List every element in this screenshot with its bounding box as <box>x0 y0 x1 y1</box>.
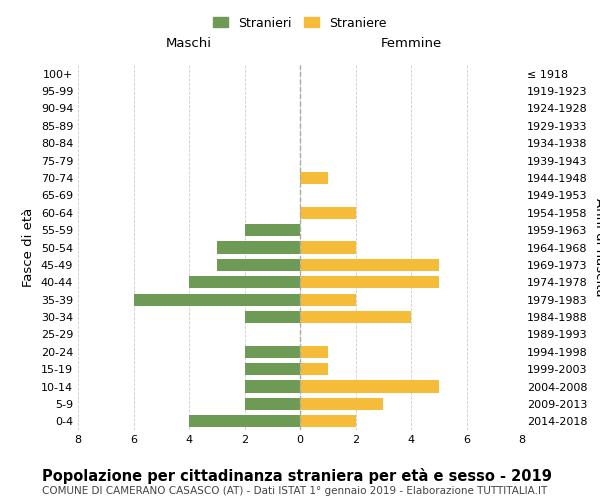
Bar <box>300 259 439 271</box>
Bar <box>300 346 328 358</box>
Bar <box>245 224 300 236</box>
Bar <box>189 415 300 428</box>
Bar <box>217 259 300 271</box>
Bar <box>245 380 300 392</box>
Bar <box>245 311 300 323</box>
Bar <box>300 398 383 410</box>
Y-axis label: Fasce di età: Fasce di età <box>22 208 35 287</box>
Bar <box>300 363 328 375</box>
Bar <box>133 294 300 306</box>
Bar <box>300 380 439 392</box>
Bar <box>300 276 439 288</box>
Text: Femmine: Femmine <box>380 38 442 51</box>
Bar <box>217 242 300 254</box>
Text: Maschi: Maschi <box>166 38 212 51</box>
Bar <box>245 346 300 358</box>
Bar <box>300 206 355 219</box>
Y-axis label: Anni di nascita: Anni di nascita <box>593 198 600 297</box>
Bar <box>189 276 300 288</box>
Text: Popolazione per cittadinanza straniera per età e sesso - 2019: Popolazione per cittadinanza straniera p… <box>42 468 552 483</box>
Bar <box>245 363 300 375</box>
Text: COMUNE DI CAMERANO CASASCO (AT) - Dati ISTAT 1° gennaio 2019 - Elaborazione TUTT: COMUNE DI CAMERANO CASASCO (AT) - Dati I… <box>42 486 547 496</box>
Bar <box>300 415 355 428</box>
Bar <box>300 311 411 323</box>
Bar <box>300 172 328 184</box>
Legend: Stranieri, Straniere: Stranieri, Straniere <box>209 13 391 34</box>
Bar <box>245 398 300 410</box>
Bar <box>300 294 355 306</box>
Bar <box>300 242 355 254</box>
